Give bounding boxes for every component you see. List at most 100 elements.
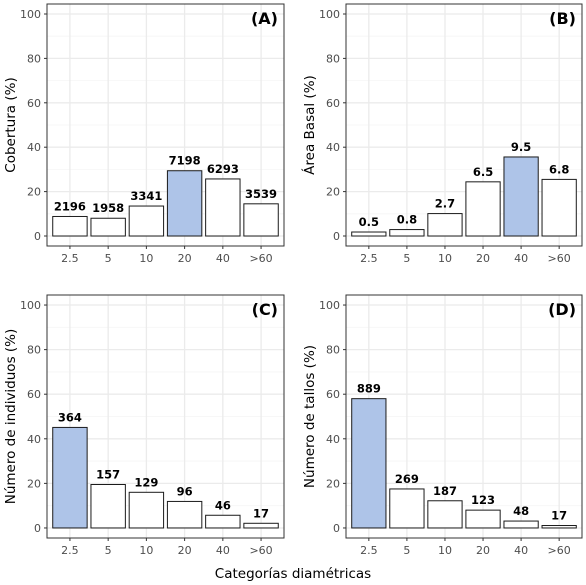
bar-1 [52, 426, 88, 529]
x-tick-label: 2.5 [360, 252, 378, 265]
panel-tag: (B) [549, 9, 576, 28]
bar-value-label: 0.5 [359, 215, 379, 229]
bar-value-label: 6.5 [473, 165, 493, 179]
bar-value-label: 6.8 [549, 162, 569, 176]
x-tick-label: 40 [514, 252, 528, 265]
x-tick-label: 10 [438, 544, 452, 557]
bar-5 [205, 178, 241, 237]
x-tick-label: 10 [139, 252, 153, 265]
y-tick-label: 40 [326, 433, 340, 446]
bar-6 [541, 178, 577, 237]
y-tick-label: 80 [27, 344, 41, 357]
x-tick-label: >60 [249, 544, 272, 557]
y-tick-label: 60 [27, 97, 41, 110]
y-tick-label: 80 [326, 344, 340, 357]
y-tick-label: 0 [34, 522, 41, 535]
bar-value-label: 889 [357, 382, 381, 396]
panel-a: 2196 1958 3341 7198 6293 3539 0 20 40 60 80 100 2.5 5… [3, 3, 285, 265]
y-tick-label: 0 [333, 522, 340, 535]
bar-value-label: 9.5 [511, 140, 531, 154]
bar-3 [427, 213, 463, 237]
bar-value-label: 364 [58, 410, 82, 424]
bar-value-label: 46 [215, 498, 231, 512]
bar-5 [503, 156, 539, 237]
x-tick-label: 20 [178, 252, 192, 265]
x-tick-label: >60 [548, 544, 571, 557]
panel-tag: (D) [548, 300, 576, 319]
bar-value-label: 2.7 [435, 197, 455, 211]
y-axis-title: Cobertura (%) [3, 77, 19, 172]
bar-2 [389, 488, 425, 529]
y-tick-label: 60 [27, 388, 41, 401]
y-tick-label: 0 [333, 230, 340, 243]
y-axis-title: Área Basal (%) [301, 75, 318, 175]
x-tick-label: 5 [403, 252, 410, 265]
y-axis-title: Número de tallos (%) [302, 345, 318, 488]
x-tick-label: 5 [105, 544, 112, 557]
x-tick-label: 40 [216, 544, 230, 557]
panel-border [345, 3, 583, 247]
bar-3 [427, 500, 463, 529]
bar-1 [351, 398, 387, 529]
bar-value-label: 269 [395, 472, 419, 486]
bar-value-label: 2196 [54, 199, 86, 213]
y-tick-label: 100 [319, 299, 340, 312]
bar-6 [243, 522, 279, 529]
x-tick-label: 5 [403, 544, 410, 557]
bar-3 [128, 205, 165, 237]
y-tick-label: 100 [20, 299, 41, 312]
x-tick-label: 10 [139, 544, 153, 557]
bar-value-label: 17 [253, 506, 269, 520]
bar-value-label: 129 [134, 475, 158, 489]
x-tick-label: >60 [249, 252, 272, 265]
bar-6 [243, 203, 279, 237]
y-tick-label: 60 [326, 388, 340, 401]
bar-value-label: 6293 [207, 162, 239, 176]
y-tick-label: 40 [27, 433, 41, 446]
bar-value-label: 157 [96, 467, 120, 481]
y-tick-label: 60 [326, 97, 340, 110]
bar-1 [52, 215, 88, 237]
x-tick-label: 40 [514, 544, 528, 557]
y-tick-label: 40 [27, 141, 41, 154]
bar-2 [90, 217, 126, 237]
x-tick-label: 2.5 [61, 544, 79, 557]
bar-4 [166, 500, 203, 529]
bar-value-label: 17 [551, 509, 567, 523]
bar-1 [351, 231, 387, 237]
bar-4 [166, 170, 203, 237]
x-axis-title: Categorías diamétricas [215, 566, 371, 582]
y-tick-label: 20 [27, 477, 41, 490]
x-tick-label: 2.5 [61, 252, 79, 265]
x-tick-label: 20 [476, 252, 490, 265]
y-axis-title: Número de individuos (%) [3, 329, 19, 505]
bar-value-label: 1958 [92, 201, 124, 215]
panel-b: 0.5 0.8 2.7 6.5 9.5 6.8 0 20 40 60 80 100 2.5 5 10 20 40… [301, 3, 583, 265]
bar-2 [389, 229, 425, 237]
bar-value-label: 187 [433, 484, 457, 498]
bar-value-label: 0.8 [397, 213, 417, 227]
y-tick-label: 100 [319, 8, 340, 21]
bar-5 [205, 514, 241, 529]
panel-d: 889 269 187 123 48 17 0 20 40 60 80 100 2.5 5 10 20 40 >6… [302, 294, 583, 557]
y-tick-label: 20 [326, 477, 340, 490]
bar-value-label: 3341 [130, 189, 162, 203]
bar-value-label: 48 [513, 504, 529, 518]
y-tick-label: 20 [326, 186, 340, 199]
bar-3 [128, 491, 165, 529]
bar-value-label: 96 [177, 484, 193, 498]
x-tick-label: 20 [476, 544, 490, 557]
panel-c: 364 157 129 96 46 17 0 20 40 60 80 100 2.5 5 10 20 40 >60… [3, 294, 285, 557]
panel-border [345, 294, 583, 539]
x-tick-label: 2.5 [360, 544, 378, 557]
y-tick-label: 80 [326, 52, 340, 65]
bar-value-label: 123 [471, 493, 495, 507]
y-tick-label: 100 [20, 8, 41, 21]
x-tick-label: 40 [216, 252, 230, 265]
bar-4 [465, 181, 501, 237]
bar-2 [90, 483, 126, 529]
x-tick-label: 5 [105, 252, 112, 265]
bar-5 [503, 520, 539, 529]
x-tick-label: 20 [178, 544, 192, 557]
